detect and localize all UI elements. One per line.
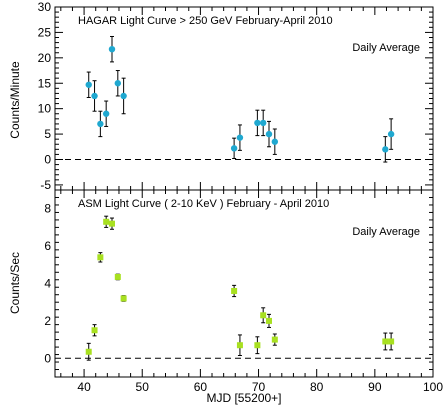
hagar-y-tick-label: 25 bbox=[38, 25, 52, 39]
asm-marker bbox=[254, 342, 261, 349]
hagar-marker bbox=[271, 138, 279, 145]
asm-data-point bbox=[271, 333, 278, 346]
x-tick-label: 90 bbox=[368, 380, 382, 394]
x-axis-title: MJD [55200+] bbox=[206, 391, 281, 405]
asm-data-point bbox=[114, 273, 121, 281]
hagar-marker bbox=[259, 119, 267, 127]
asm-y-tick-label: 2 bbox=[44, 314, 51, 328]
asm-data-point bbox=[388, 332, 395, 351]
hagar-data-point bbox=[120, 77, 127, 115]
hagar-data-point bbox=[230, 137, 238, 159]
asm-data-point bbox=[254, 336, 261, 355]
hagar-x-ticks bbox=[60, 7, 434, 190]
asm-plot-frame bbox=[54, 189, 434, 378]
hagar-data-points bbox=[85, 35, 395, 163]
hagar-marker bbox=[91, 92, 98, 100]
hagar-marker bbox=[230, 145, 238, 152]
hagar-plot-frame bbox=[54, 6, 434, 191]
asm-marker bbox=[231, 287, 238, 294]
asm-data-point bbox=[382, 332, 389, 351]
asm-data-point bbox=[103, 215, 110, 228]
asm-marker bbox=[236, 342, 243, 349]
asm-marker bbox=[85, 348, 92, 355]
hagar-data-point bbox=[387, 118, 395, 150]
asm-data-point bbox=[266, 313, 273, 328]
x-tick-label: 50 bbox=[136, 380, 150, 394]
asm-y-ticks: 0 2 4 6 8 bbox=[44, 189, 433, 378]
asm-marker bbox=[103, 218, 110, 225]
asm-marker bbox=[266, 317, 273, 324]
hagar-data-point bbox=[114, 70, 122, 97]
hagar-marker bbox=[85, 81, 92, 88]
hagar-data-point bbox=[382, 136, 389, 163]
hagar-marker bbox=[102, 110, 110, 117]
hagar-data-point bbox=[236, 124, 244, 151]
x-tick-label: 100 bbox=[423, 380, 443, 394]
hagar-data-point bbox=[259, 109, 267, 137]
hagar-y-tick-label: 10 bbox=[38, 102, 52, 116]
hagar-data-point bbox=[85, 71, 92, 98]
asm-panel-title: ASM Light Curve ( 2-10 KeV ) February - … bbox=[78, 198, 329, 210]
asm-data-point bbox=[260, 307, 267, 324]
asm-x-ticks: 40 50 60 70 80 90 100 bbox=[60, 190, 443, 394]
asm-marker bbox=[388, 338, 395, 345]
hagar-marker bbox=[387, 130, 395, 138]
asm-data-point bbox=[236, 334, 243, 356]
asm-y-axis-title: Counts/Sec bbox=[8, 252, 22, 314]
hagar-data-point bbox=[102, 100, 110, 127]
asm-marker bbox=[120, 295, 127, 302]
hagar-marker bbox=[120, 92, 127, 100]
asm-marker bbox=[97, 254, 104, 261]
asm-marker bbox=[260, 312, 267, 319]
hagar-marker bbox=[236, 134, 244, 141]
hagar-data-point bbox=[265, 120, 273, 148]
asm-data-points bbox=[85, 215, 395, 361]
hagar-marker bbox=[254, 119, 261, 127]
hagar-y-tick-label: 0 bbox=[44, 153, 51, 167]
x-tick-label: 40 bbox=[77, 380, 91, 394]
hagar-daily-average-label: Daily Average bbox=[352, 42, 420, 54]
asm-y-tick-label: 4 bbox=[44, 277, 51, 291]
asm-data-point bbox=[85, 342, 92, 361]
hagar-y-tick-label: 20 bbox=[38, 51, 52, 65]
hagar-marker bbox=[382, 146, 389, 153]
hagar-data-point bbox=[97, 110, 104, 138]
asm-data-point bbox=[120, 295, 127, 302]
asm-marker bbox=[108, 220, 115, 227]
asm-y-tick-label: 6 bbox=[44, 239, 51, 253]
hagar-panel-title: HAGAR Light Curve > 250 GeV February-Apr… bbox=[78, 15, 333, 27]
hagar-panel: -5 0 5 10 15 20 25 30 HAGAR Light Curve > 250 G… bbox=[8, 0, 434, 192]
asm-y-tick-label: 8 bbox=[44, 202, 51, 216]
x-tick-label: 60 bbox=[194, 380, 208, 394]
hagar-y-tick-label: 30 bbox=[38, 0, 52, 14]
hagar-y-tick-label: -5 bbox=[40, 178, 51, 192]
asm-marker bbox=[382, 338, 389, 345]
asm-marker bbox=[271, 336, 278, 343]
asm-panel: 0 2 4 6 8 40 50 60 70 80 90 100 ASM Light Curve ( … bbox=[8, 189, 443, 405]
asm-data-point bbox=[91, 324, 98, 337]
hagar-data-point bbox=[108, 35, 116, 63]
hagar-marker bbox=[108, 45, 116, 53]
hagar-data-point bbox=[91, 80, 98, 112]
asm-data-point bbox=[231, 284, 238, 298]
hagar-marker bbox=[265, 130, 273, 138]
hagar-marker bbox=[97, 120, 104, 128]
asm-data-point bbox=[97, 252, 104, 263]
asm-marker bbox=[91, 327, 98, 334]
asm-daily-average-label: Daily Average bbox=[352, 226, 420, 238]
hagar-data-point bbox=[271, 128, 279, 155]
hagar-data-point bbox=[254, 109, 261, 137]
hagar-y-axis-title: Counts/Minute bbox=[8, 61, 22, 139]
x-tick-label: 70 bbox=[252, 380, 266, 394]
hagar-marker bbox=[114, 80, 122, 87]
asm-marker bbox=[114, 273, 121, 280]
hagar-y-tick-label: 15 bbox=[38, 76, 52, 90]
asm-y-tick-label: 0 bbox=[44, 351, 51, 365]
asm-data-point bbox=[108, 217, 115, 230]
hagar-y-tick-label: 5 bbox=[44, 127, 51, 141]
x-tick-label: 80 bbox=[310, 380, 324, 394]
